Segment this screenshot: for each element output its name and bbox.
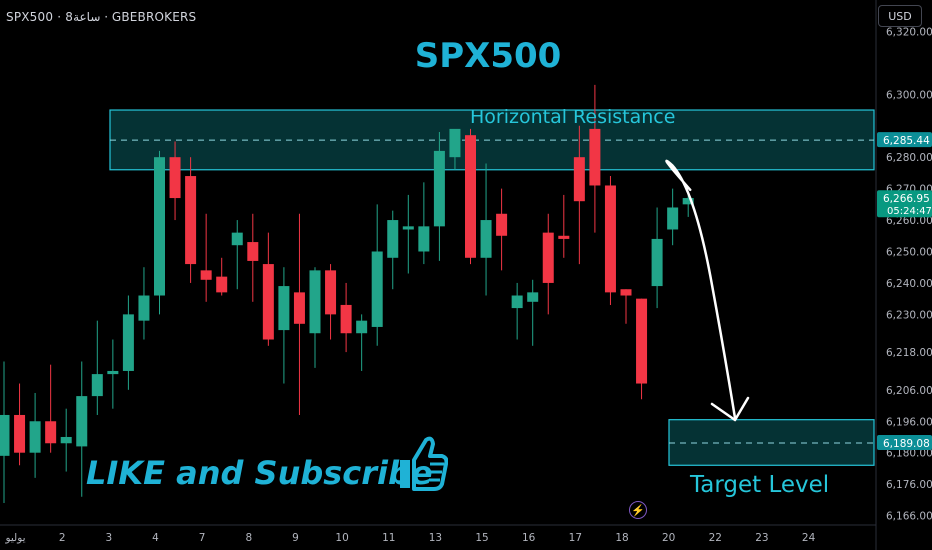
candle-body — [371, 251, 383, 327]
x-tick-label: 4 — [152, 532, 159, 544]
x-tick-label: 22 — [709, 532, 722, 544]
candle-body — [604, 185, 616, 293]
y-tick-label: 6,250.00 — [886, 246, 932, 258]
symbol-header: SPX500 · 8ساعة · GBEBROKERS — [6, 10, 197, 24]
candle-body — [511, 295, 523, 309]
resistance-price-tag-text: 6,285.44 — [883, 135, 930, 147]
y-tick-label: 6,196.00 — [886, 416, 932, 428]
candle-body — [14, 414, 26, 453]
x-tick-label: 23 — [755, 532, 768, 544]
x-tick-label: 15 — [475, 532, 488, 544]
candle-body — [76, 396, 88, 447]
x-tick-label: 11 — [382, 532, 395, 544]
resistance-label: Horizontal Resistance — [470, 106, 676, 128]
candle-body — [387, 220, 399, 258]
x-tick-label: 13 — [429, 532, 442, 544]
x-tick-label: 8 — [245, 532, 252, 544]
candle-body — [154, 157, 165, 296]
projection-arrowhead — [710, 396, 750, 422]
candle-body — [200, 270, 212, 280]
y-tick-label: 6,280.00 — [886, 152, 932, 164]
candle-body — [340, 304, 352, 334]
candle-body — [402, 226, 414, 230]
candle-body — [247, 242, 259, 261]
x-tick-label: 20 — [662, 532, 675, 544]
target-label: Target Level — [690, 472, 830, 498]
candle-body — [278, 286, 290, 331]
candle-body — [293, 292, 305, 324]
resistance-price-tag — [877, 132, 932, 148]
current-price-tag-text: 6,266.95 — [883, 193, 930, 205]
x-tick-label: 7 — [199, 532, 206, 544]
x-tick-label: 17 — [569, 532, 582, 544]
chart-title-text: SPX500 — [414, 36, 562, 76]
y-tick-label: 6,218.00 — [886, 347, 932, 359]
candle-body — [309, 270, 321, 334]
candle-body — [542, 232, 554, 283]
target-zone — [668, 419, 875, 466]
y-tick-label: 6,176.00 — [886, 479, 932, 491]
candle-body — [589, 128, 601, 186]
candle-body — [558, 235, 570, 239]
candle-body — [418, 226, 430, 252]
candle-body — [45, 421, 57, 444]
x-tick-label: 16 — [522, 532, 536, 544]
candle-body — [91, 374, 103, 397]
candle-body — [496, 213, 508, 236]
y-tick-label: 6,240.00 — [886, 278, 932, 290]
x-tick-label: 3 — [106, 532, 113, 544]
candle-body — [60, 436, 72, 444]
y-tick-label: 6,230.00 — [886, 309, 932, 321]
candle-body — [356, 320, 368, 334]
candle-body — [636, 298, 648, 384]
candle-body — [231, 232, 243, 246]
currency-button[interactable]: USD — [878, 5, 922, 27]
candle-body — [480, 220, 492, 258]
candle-body — [325, 270, 337, 315]
candle-body — [122, 314, 134, 371]
y-tick-label: 6,180.00 — [886, 448, 932, 460]
y-tick-label: 6,300.00 — [886, 89, 932, 101]
candle-body — [667, 207, 679, 230]
target-price-tag-text: 6,189.08 — [883, 438, 930, 450]
y-tick-label: 6,166.00 — [886, 511, 932, 523]
candle-body — [0, 414, 10, 456]
candle-body — [527, 292, 539, 302]
candle-body — [449, 128, 461, 158]
candle-body — [138, 295, 150, 321]
like-subscribe-text: LIKE and Subscribe — [86, 454, 433, 492]
candle-body — [465, 135, 476, 258]
x-tick-label: 10 — [335, 532, 348, 544]
current-price-tag — [877, 190, 932, 218]
candle-body — [573, 157, 585, 202]
x-tick-label: 9 — [292, 532, 299, 544]
candle-body — [682, 198, 694, 205]
current-price-tag-countdown: 05:24:47 — [887, 206, 932, 217]
thumbs-up-icon — [400, 436, 448, 491]
candle-body — [620, 289, 632, 296]
candle-body — [107, 370, 119, 375]
candle-body — [169, 157, 181, 199]
y-tick-label: 6,320.00 — [886, 26, 932, 38]
candle-body — [29, 421, 41, 453]
candle-body — [185, 176, 197, 265]
x-tick-label: 18 — [615, 532, 628, 544]
candle-body — [433, 150, 445, 227]
y-tick-label: 6,206.00 — [886, 385, 932, 397]
x-tick-label: 2 — [59, 532, 66, 544]
y-tick-label: 6,260.00 — [886, 215, 932, 227]
candle-body — [262, 264, 274, 340]
candle-body — [651, 238, 663, 287]
x-tick-label: يوليو — [4, 532, 25, 544]
candle-body — [216, 276, 228, 293]
chart-title: SPX500 — [0, 36, 932, 76]
projection-arrow — [665, 159, 737, 420]
target-price-tag — [877, 435, 932, 451]
lightning-icon[interactable]: ⚡ — [629, 501, 647, 519]
x-tick-label: 24 — [802, 532, 816, 544]
